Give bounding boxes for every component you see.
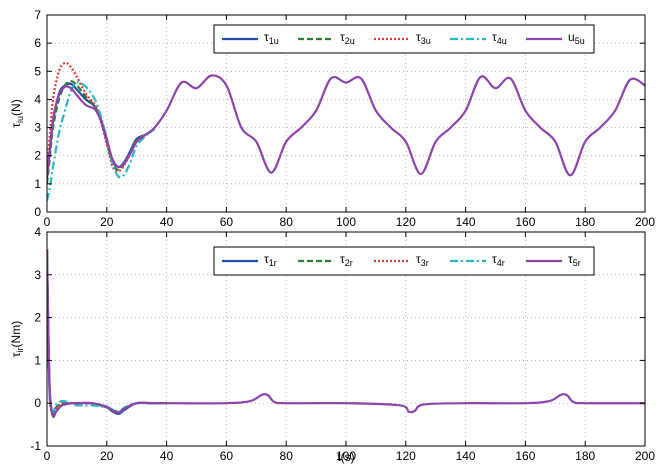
legend-label-main: τ — [492, 252, 497, 266]
x-tick-label: 20 — [100, 449, 114, 463]
x-tick-label: 40 — [160, 449, 174, 463]
legend-label-u5u: u5u — [568, 30, 585, 46]
y-axis-label: τiu(N) — [9, 99, 25, 127]
legend-label-τ2u: τ2u — [340, 30, 355, 46]
legend-label-sub: 4u — [497, 36, 507, 46]
legend-label-main: u — [568, 30, 575, 44]
y-tick-label: 4 — [34, 92, 41, 106]
legend-label-main: τ — [568, 252, 573, 266]
legend-label-main: τ — [264, 30, 269, 44]
legend-label-main: τ — [492, 30, 497, 44]
legend-label-τ3r: τ3r — [416, 252, 429, 268]
y-tick-label: 0 — [34, 396, 41, 410]
y-tick-label: 4 — [34, 225, 41, 239]
legend-label-sub: 3r — [421, 258, 429, 268]
x-tick-label: 0 — [44, 215, 51, 229]
legend-label-main: τ — [416, 30, 421, 44]
x-tick-label: 200 — [635, 215, 655, 229]
y-tick-label: 2 — [34, 311, 41, 325]
legend-label-main: τ — [264, 252, 269, 266]
legend-label-τ1r: τ1r — [264, 252, 277, 268]
y-tick-label: 3 — [34, 121, 41, 135]
x-tick-label: 180 — [575, 449, 595, 463]
y-axis-label-suffix: (Nm) — [9, 321, 23, 348]
y-axis-label-suffix: (N) — [9, 99, 23, 116]
y-tick-label: 5 — [34, 64, 41, 78]
legend-label-main: τ — [340, 252, 345, 266]
legend-label-τ2r: τ2r — [340, 252, 353, 268]
x-tick-label: 140 — [456, 215, 476, 229]
legend: τ1u τ2u τ3u τ4u u5u — [213, 24, 595, 54]
series-group — [47, 249, 645, 418]
chart-panel-1: 0 20 40 60 80 100 120 140 160 180 20001234567τiu(N… — [9, 8, 655, 229]
y-axis-label-main: τ — [9, 352, 23, 357]
legend-label-τ4u: τ4u — [492, 30, 507, 46]
legend-label-sub: 2u — [345, 36, 355, 46]
x-tick-label: 40 — [160, 215, 174, 229]
x-tick-label: 60 — [220, 215, 234, 229]
y-tick-label: -1 — [30, 439, 41, 453]
legend-label-main: τ — [340, 30, 345, 44]
legend-label-sub: 1u — [269, 36, 279, 46]
legend-label-τ1u: τ1u — [264, 30, 279, 46]
legend-label-τ5r: τ5r — [568, 252, 581, 268]
chart-panel-2: 0 20 40 60 80 100 120 140 160 180 200-101234τir(Nm… — [9, 225, 655, 464]
y-tick-label: 3 — [34, 268, 41, 282]
x-tick-label: 140 — [456, 449, 476, 463]
x-tick-label: 200 — [635, 449, 655, 463]
x-tick-label: 60 — [220, 449, 234, 463]
legend-label-τ3u: τ3u — [416, 30, 431, 46]
x-tick-label: 180 — [575, 215, 595, 229]
x-tick-label: 80 — [280, 215, 294, 229]
y-axis-label-main: τ — [9, 123, 23, 128]
x-tick-label: 20 — [100, 215, 114, 229]
y-axis-label-sub: ir — [15, 347, 25, 352]
series-group — [47, 61, 645, 201]
y-tick-label: 1 — [34, 177, 41, 191]
y-tick-label: 7 — [34, 8, 41, 22]
y-axis-label: τir(Nm) — [9, 321, 25, 357]
x-tick-label: 120 — [396, 215, 416, 229]
series-line-τ5r — [47, 249, 645, 418]
y-tick-label: 2 — [34, 149, 41, 163]
legend-label-main: τ — [416, 252, 421, 266]
legend-label-sub: 3u — [421, 36, 431, 46]
x-tick-label: 160 — [515, 449, 535, 463]
y-axis-label-sub: iu — [15, 116, 25, 123]
y-tick-label: 0 — [34, 205, 41, 219]
x-tick-label: 120 — [396, 449, 416, 463]
y-tick-label: 1 — [34, 353, 41, 367]
x-tick-label: 100 — [336, 215, 356, 229]
y-tick-label: 6 — [34, 36, 41, 50]
x-tick-label: 100 — [336, 449, 356, 463]
series-line-τ4u — [47, 81, 156, 201]
legend: τ1r τ2r τ3r τ4r τ5r — [213, 246, 595, 276]
legend-label-sub: 4r — [497, 258, 505, 268]
legend-label-sub: 1r — [269, 258, 277, 268]
legend-label-sub: 2r — [345, 258, 353, 268]
legend-label-sub: 5r — [573, 258, 581, 268]
series-line-τ3u — [47, 61, 156, 173]
x-axis-label: t(s) — [337, 450, 354, 464]
legend-label-sub: 5u — [575, 36, 585, 46]
legend-label-τ4r: τ4r — [492, 252, 505, 268]
series-line-τ4r — [47, 249, 167, 413]
x-tick-label: 0 — [44, 449, 51, 463]
series-line-u5u — [47, 74, 645, 177]
x-tick-label: 160 — [515, 215, 535, 229]
x-tick-label: 80 — [280, 449, 294, 463]
